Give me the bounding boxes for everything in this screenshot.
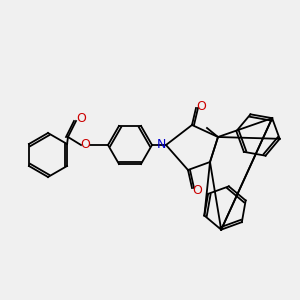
Text: O: O — [80, 139, 90, 152]
Text: O: O — [192, 184, 202, 196]
Text: O: O — [76, 112, 86, 124]
Text: O: O — [196, 100, 206, 112]
Text: N: N — [156, 139, 166, 152]
